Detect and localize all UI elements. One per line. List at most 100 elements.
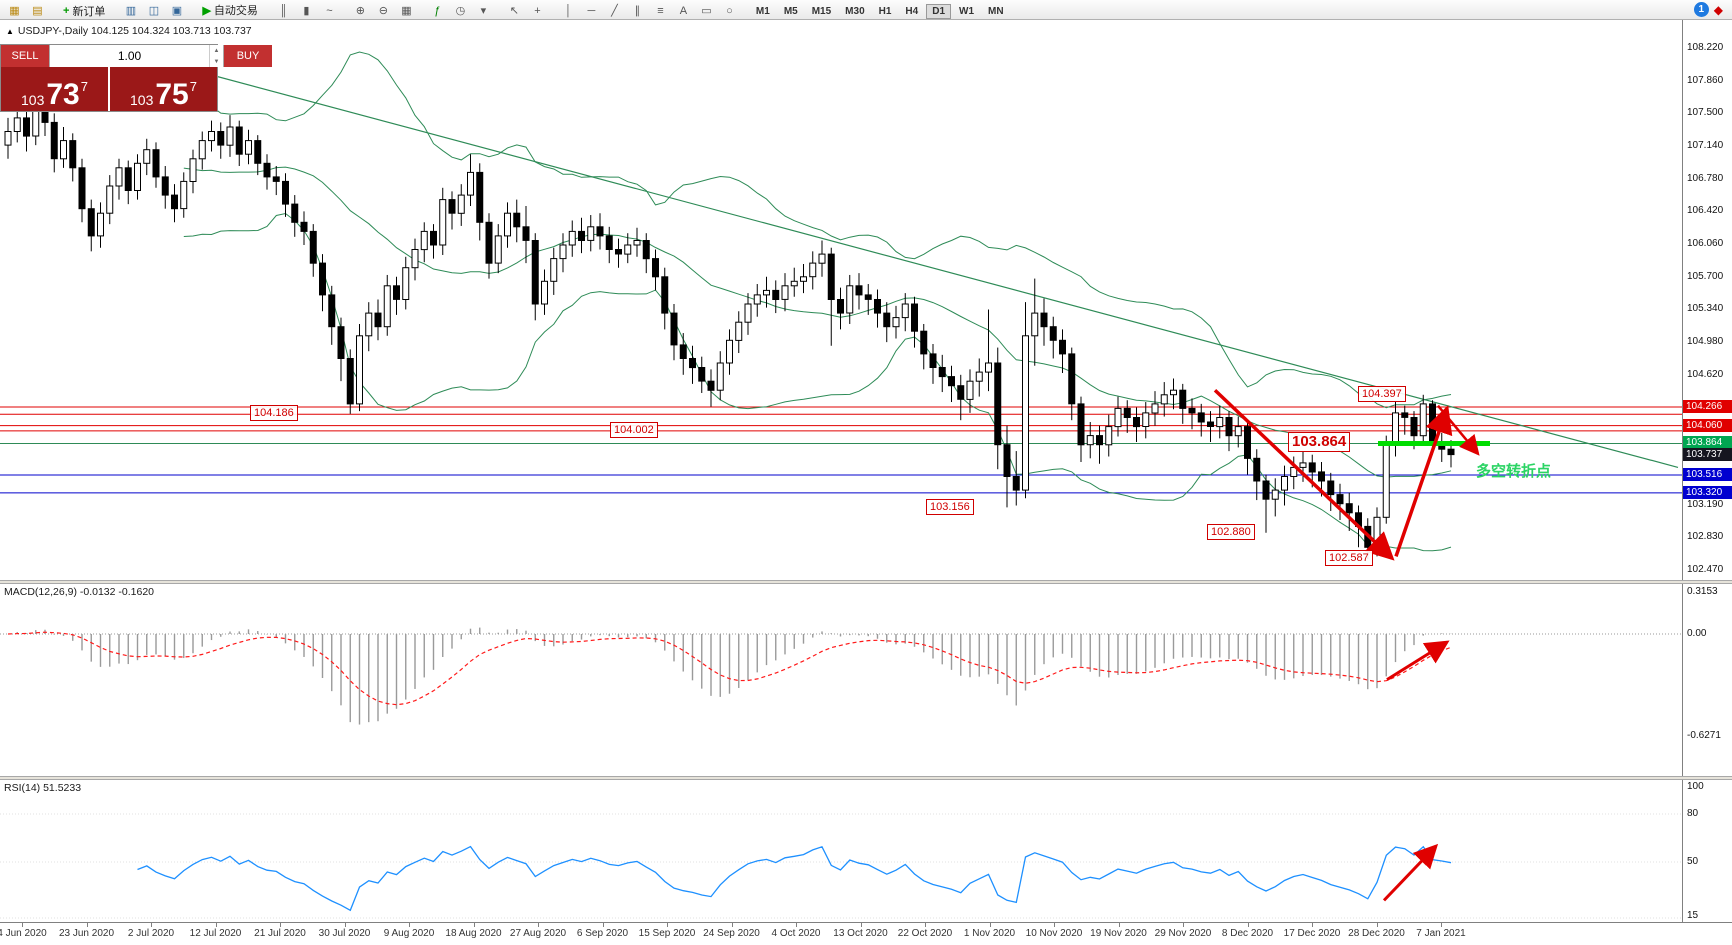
fibonacci-icon[interactable]: ≡	[650, 3, 671, 19]
tile-windows-icon[interactable]: ▦	[396, 2, 417, 18]
timeframe-w1[interactable]: W1	[959, 5, 975, 17]
price-label-annotation[interactable]: 104.002	[610, 421, 658, 438]
sell-button[interactable]: SELL	[1, 45, 49, 67]
timeframe-m1[interactable]: M1	[755, 5, 770, 17]
price-axis-label: 105.700	[1687, 270, 1724, 282]
price-tag-104.060: 104.060	[1683, 418, 1732, 432]
date-label: 13 Oct 2020	[833, 928, 888, 939]
trend-arrow[interactable]	[1394, 405, 1453, 557]
volume-spinner[interactable]: ▲ ▼	[209, 45, 223, 67]
spin-up-icon[interactable]: ▲	[213, 47, 220, 54]
vertical-line-icon[interactable]: │	[558, 3, 579, 19]
crosshair-icon[interactable]: +	[527, 3, 548, 19]
date-label: 23 Jun 2020	[58, 928, 115, 939]
zoom-out-icon[interactable]: ⊖	[373, 2, 394, 18]
zoom-in-icon[interactable]: ⊕	[350, 2, 371, 18]
trend-arrow[interactable]	[1213, 388, 1395, 561]
macd-up-arrow[interactable]	[1386, 640, 1450, 681]
rsi-line	[137, 845, 1452, 912]
candlestick-chart-icon: ▮	[303, 4, 310, 17]
bar-chart-icon[interactable]: ║	[273, 3, 294, 19]
indicators-icon[interactable]: ƒ	[427, 3, 448, 19]
rsi-canvas[interactable]	[0, 780, 1732, 922]
macd-indicator-label: MACD(12,26,9) -0.0132 -0.1620	[4, 586, 154, 598]
trend-arrow[interactable]	[1437, 404, 1480, 456]
navigator-icon[interactable]: ◫	[143, 2, 164, 18]
notification-badge[interactable]: 1	[1693, 2, 1709, 17]
cursor-icon[interactable]: ↖	[504, 2, 525, 18]
spin-down-icon[interactable]: ▼	[213, 58, 220, 65]
volume-input[interactable]	[50, 45, 209, 67]
date-label: 12 Jul 2020	[189, 928, 242, 939]
price-axis-label: 106.780	[1687, 172, 1724, 184]
timeframe-h1[interactable]: H1	[878, 5, 892, 17]
terminal-icon[interactable]: ▣	[166, 2, 187, 18]
horizontal-line-icon[interactable]: ─	[581, 3, 602, 19]
time-axis-tick	[1376, 923, 1378, 927]
price-label-annotation[interactable]: 103.864	[1288, 432, 1351, 453]
shapes-icon[interactable]: ○	[719, 3, 740, 19]
label-icon[interactable]: ▭	[696, 2, 717, 18]
main-chart-canvas[interactable]	[0, 20, 1732, 580]
buy-price-big: 75	[155, 77, 189, 111]
label-icon: ▭	[701, 4, 712, 17]
time-axis[interactable]: 4 Jun 2020 23 Jun 2020 2 Jul 2020 12 Jul 20…	[0, 922, 1732, 945]
descending-trendline[interactable]	[202, 71, 1679, 468]
templates-icon: ▾	[480, 4, 487, 17]
timeframe-m5[interactable]: M5	[783, 5, 798, 17]
pivot-note-text[interactable]: 多空转折点	[1476, 463, 1552, 481]
price-label-annotation[interactable]: 104.186	[250, 405, 298, 422]
time-axis-tick	[344, 923, 346, 927]
channel-icon[interactable]: ∥	[627, 2, 648, 18]
timeframe-h4[interactable]: H4	[905, 5, 919, 17]
line-chart-icon: ~	[326, 4, 333, 17]
periods-icon[interactable]: ◷	[450, 2, 471, 18]
price-label-annotation[interactable]: 104.397	[1358, 386, 1406, 403]
date-label: 1 Nov 2020	[963, 928, 1016, 939]
new-chart-icon[interactable]: ▦	[4, 2, 25, 18]
alert-icon[interactable]: ◆	[1713, 2, 1723, 17]
price-label-annotation[interactable]: 102.587	[1325, 550, 1373, 567]
time-axis-tick	[1183, 923, 1184, 927]
time-axis-tick	[1312, 923, 1313, 927]
sell-price-box[interactable]: 103 73 7	[1, 67, 108, 111]
trendline-icon[interactable]: ╱	[604, 2, 625, 18]
text-icon[interactable]: A	[673, 3, 694, 19]
new-order-button[interactable]: + 新订单	[58, 3, 110, 19]
buy-price-box[interactable]: 103 75 7	[110, 67, 217, 111]
date-label: 17 Dec 2020	[1283, 928, 1341, 939]
price-label-annotation[interactable]: 102.880	[1207, 523, 1255, 540]
panel-splitter[interactable]	[0, 776, 1732, 780]
indicators-icon: ƒ	[434, 4, 441, 17]
date-label: 9 Aug 2020	[383, 928, 435, 939]
auto-trading-button[interactable]: ▶ 自动交易	[197, 2, 262, 18]
tile-windows-icon: ▦	[401, 4, 412, 17]
profiles-icon[interactable]: ▤	[27, 2, 48, 18]
candlestick-chart-icon[interactable]: ▮	[296, 2, 317, 18]
volume-field: ▲▼	[49, 45, 224, 67]
line-chart-icon[interactable]: ~	[319, 3, 340, 19]
symbol-marker-icon: ▲	[6, 26, 14, 36]
rsi-up-arrow[interactable]	[1382, 843, 1439, 902]
timeframe-m30[interactable]: M30	[845, 5, 865, 17]
price-axis-label: 106.060	[1687, 238, 1724, 250]
market-watch-icon[interactable]: ▥	[120, 2, 141, 18]
price-label-annotation[interactable]: 103.156	[926, 498, 974, 515]
price-tag-103.864: 103.864	[1683, 436, 1732, 450]
fibonacci-icon: ≡	[657, 4, 664, 17]
zoom-in-icon: ⊕	[355, 4, 366, 17]
price-tag-103.516: 103.516	[1683, 468, 1732, 482]
templates-icon[interactable]: ▾	[473, 2, 494, 18]
timeframe-m15[interactable]: M15	[811, 5, 832, 17]
time-axis-tick	[1118, 923, 1120, 927]
candlestick-series	[4, 93, 1455, 560]
date-label: 21 Jul 2020	[254, 928, 306, 939]
timeframe-mn[interactable]: MN	[988, 5, 1004, 17]
time-axis-tick	[409, 923, 410, 927]
buy-button[interactable]: BUY	[224, 45, 272, 67]
buy-price-prefix: 103	[130, 92, 154, 108]
time-axis-tick	[796, 923, 797, 927]
panel-splitter[interactable]	[0, 580, 1732, 584]
macd-canvas[interactable]	[0, 584, 1732, 776]
timeframe-d1[interactable]: D1	[926, 3, 952, 19]
